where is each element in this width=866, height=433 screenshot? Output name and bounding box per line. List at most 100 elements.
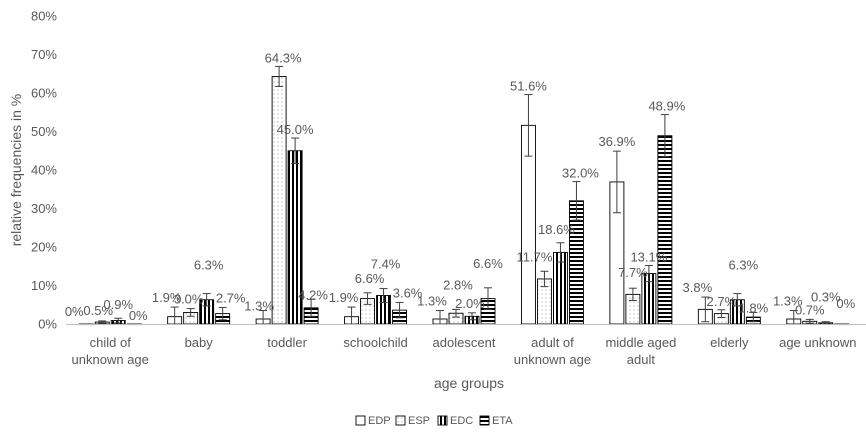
error-bar-edc bbox=[379, 288, 388, 303]
data-label-esp: 2.7% bbox=[707, 294, 737, 309]
x-axis-title: age groups bbox=[434, 375, 504, 391]
data-label-eta: 48.9% bbox=[648, 99, 685, 114]
error-bar-edc bbox=[202, 293, 211, 307]
y-tick-label: 40% bbox=[31, 163, 57, 178]
data-label-edc: 45.0% bbox=[277, 122, 314, 137]
data-label-edc: 18.6% bbox=[538, 222, 575, 237]
data-label-edp: 0% bbox=[65, 304, 84, 319]
error-bar-eta bbox=[218, 306, 227, 321]
data-label-eta: 32.0% bbox=[562, 166, 599, 181]
data-label-edc: 0.9% bbox=[103, 297, 133, 312]
error-bar-edc bbox=[468, 312, 476, 321]
error-bar-edc bbox=[291, 137, 300, 164]
error-bar-esp bbox=[717, 309, 726, 318]
data-label-esp: 64.3% bbox=[265, 50, 302, 65]
error-bars-layer bbox=[98, 65, 830, 325]
error-bar-edc bbox=[644, 264, 653, 283]
legend-swatch bbox=[479, 415, 490, 426]
legend-item-esp: ESP bbox=[395, 415, 430, 427]
legend-item-eta: ETA bbox=[479, 415, 513, 427]
error-bar-eta bbox=[307, 298, 316, 317]
error-bar-esp bbox=[363, 292, 372, 305]
x-category-label: adolescent bbox=[433, 335, 496, 350]
data-label-edp: 1.3% bbox=[244, 299, 274, 314]
error-bar-edc bbox=[556, 242, 565, 263]
legend-item-edc: EDC bbox=[437, 415, 473, 427]
data-label-esp: 11.7% bbox=[516, 249, 552, 264]
x-category-label: age unknown bbox=[779, 335, 856, 350]
error-bar-esp bbox=[805, 318, 814, 324]
data-label-eta: 0% bbox=[836, 296, 855, 311]
error-bar-eta bbox=[749, 311, 758, 323]
data-label-edp: 1.9% bbox=[152, 290, 182, 305]
data-label-esp: 0.7% bbox=[795, 302, 825, 317]
error-bar-edc bbox=[114, 317, 123, 324]
data-label-eta: 4.2% bbox=[298, 287, 328, 302]
data-label-esp: 2.8% bbox=[443, 277, 473, 292]
data-label-edp: 1.3% bbox=[773, 294, 803, 309]
data-label-eta: 0% bbox=[129, 308, 148, 323]
data-label-edc: 6.3% bbox=[729, 258, 759, 273]
legend-label: ETA bbox=[492, 415, 513, 427]
error-bar-eta bbox=[660, 114, 669, 158]
error-bar-esp bbox=[628, 287, 637, 302]
legend-label: ESP bbox=[408, 415, 430, 427]
data-label-eta: 1.8% bbox=[739, 300, 769, 315]
data-label-edp: 1.3% bbox=[417, 294, 447, 309]
y-tick-label: 30% bbox=[31, 201, 57, 216]
data-labels-layer: 0% 1.9% 1.3% 1.9% 1.3% 51.6% 36.9% 3.8% 1.3% 0.5%… bbox=[65, 50, 856, 323]
error-bar-esp bbox=[452, 308, 460, 318]
error-bar-edp bbox=[701, 296, 710, 323]
x-category-label: middle aged adult bbox=[605, 335, 676, 367]
error-bar-edp bbox=[612, 150, 621, 214]
bar-edc bbox=[552, 251, 568, 325]
legend-swatch bbox=[355, 415, 366, 426]
legend-swatch bbox=[437, 415, 448, 426]
y-tick-label: 50% bbox=[31, 124, 57, 139]
legend-swatch bbox=[395, 415, 406, 426]
y-axis-title: relative frequencies in % bbox=[8, 94, 24, 247]
bar-esp bbox=[271, 75, 287, 325]
error-bar-edp bbox=[524, 94, 533, 157]
data-label-esp: 0.5% bbox=[83, 303, 113, 318]
x-category-label: adult of unknown age bbox=[514, 335, 591, 367]
data-label-edp: 36.9% bbox=[598, 134, 635, 149]
x-category-label: child of unknown age bbox=[72, 335, 149, 367]
legend-label: EDP bbox=[368, 415, 391, 427]
x-category-label: elderly bbox=[710, 335, 749, 350]
x-axis: child of unknown age baby toddler schoolchil… bbox=[66, 324, 866, 367]
error-bar-esp bbox=[275, 65, 284, 87]
error-bar-eta bbox=[395, 301, 404, 319]
y-tick-label: 70% bbox=[31, 47, 57, 62]
data-label-eta: 3.6% bbox=[393, 285, 423, 300]
data-label-edc: 7.4% bbox=[371, 257, 401, 272]
y-tick-label: 10% bbox=[31, 278, 57, 293]
error-bar-eta bbox=[484, 287, 492, 310]
legend-label: EDC bbox=[450, 415, 473, 427]
data-label-edc: 2.0% bbox=[455, 296, 485, 311]
data-label-edc: 6.3% bbox=[194, 258, 224, 273]
error-bar-eta bbox=[572, 181, 581, 221]
data-label-esp: 7.7% bbox=[618, 265, 648, 280]
error-bar-esp bbox=[98, 320, 107, 324]
data-label-eta: 2.7% bbox=[216, 290, 246, 305]
error-bar-edc bbox=[733, 293, 742, 307]
legend: EDP ESP EDC ETA bbox=[355, 415, 513, 427]
y-tick-label: 20% bbox=[31, 240, 57, 255]
x-category-label: toddler bbox=[267, 335, 307, 350]
data-label-eta: 6.6% bbox=[473, 256, 503, 271]
y-tick-label: 0% bbox=[38, 317, 57, 332]
y-tick-label: 80% bbox=[31, 9, 57, 24]
error-bar-esp bbox=[186, 308, 195, 317]
data-label-edc: 13.1% bbox=[630, 249, 667, 264]
legend-item-edp: EDP bbox=[355, 415, 391, 427]
data-label-edc: 0.3% bbox=[811, 290, 841, 305]
error-bar-esp bbox=[540, 270, 549, 288]
x-category-label: baby bbox=[185, 335, 214, 350]
data-label-edp: 51.6% bbox=[510, 79, 547, 94]
data-label-esp: 6.6% bbox=[355, 271, 385, 286]
y-axis: 0% 10% 20% 30% 40% 50% 60% 70% 80% bbox=[31, 9, 57, 332]
bar-eta bbox=[657, 135, 673, 325]
data-label-edp: 1.9% bbox=[329, 290, 359, 305]
